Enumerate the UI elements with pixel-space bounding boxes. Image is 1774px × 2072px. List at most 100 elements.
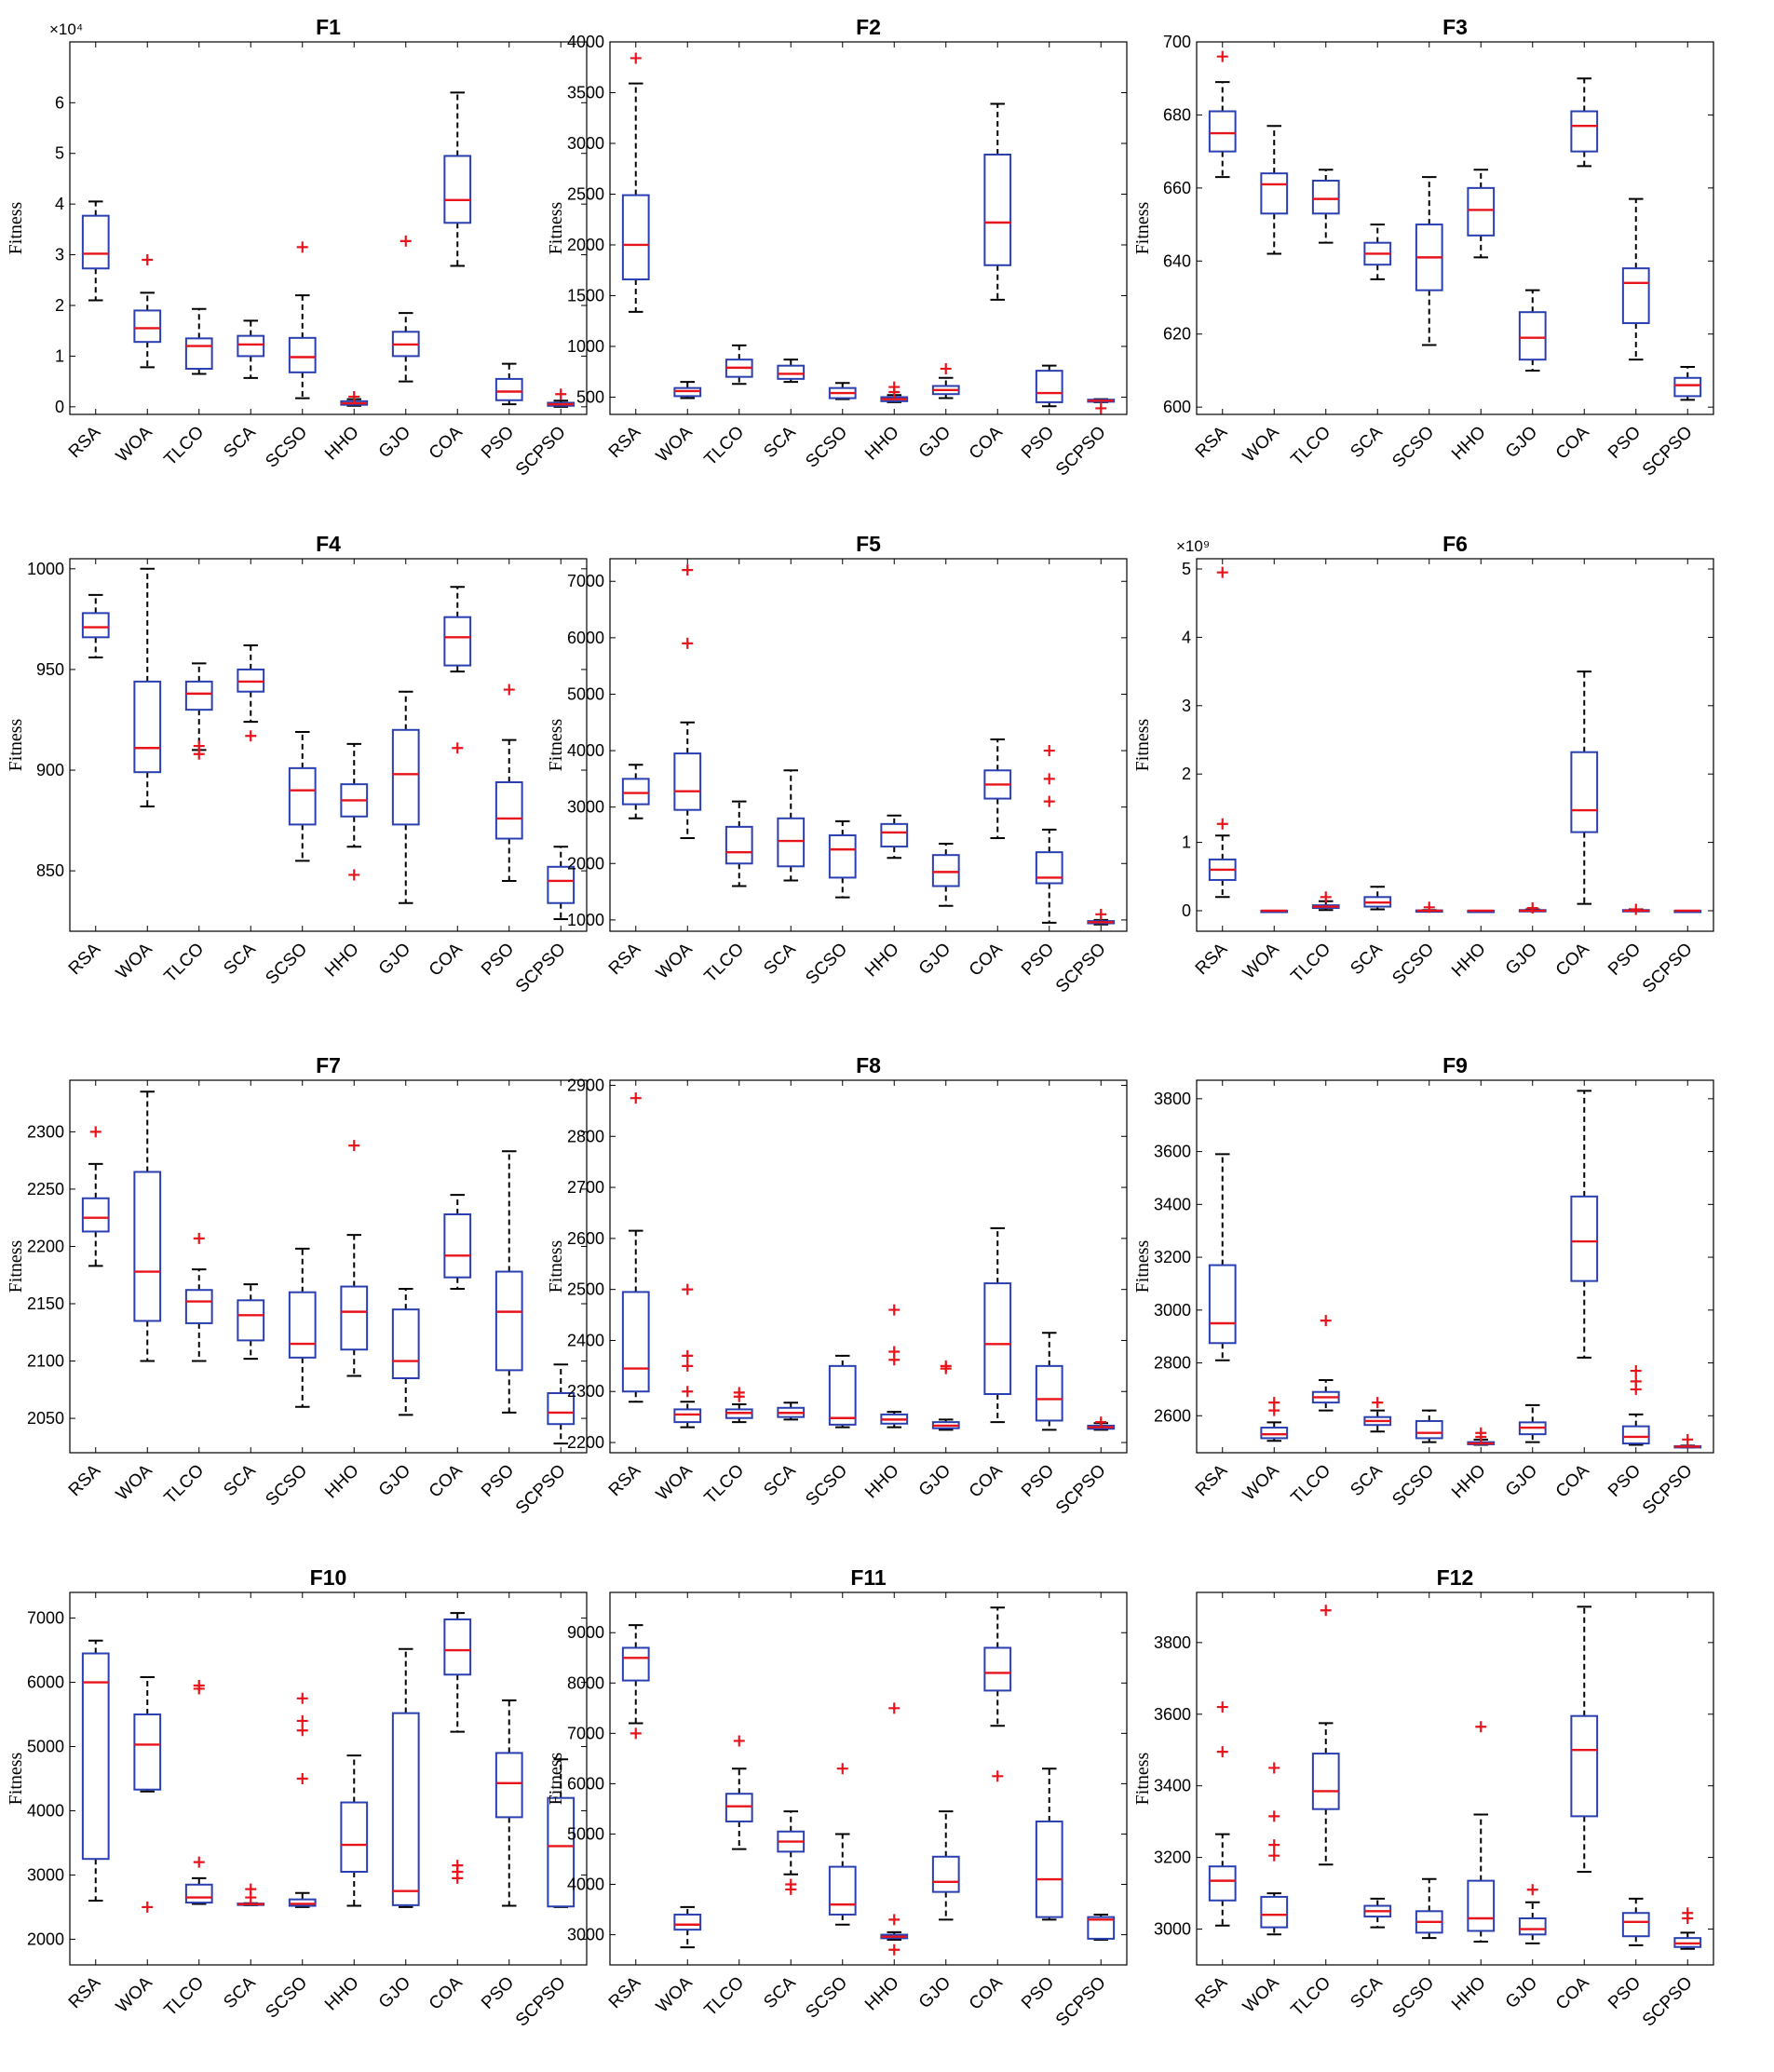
y-tick-label: 3000 (567, 798, 604, 817)
box-iqr (673, 1408, 702, 1424)
x-tick-label: COA (966, 422, 1007, 463)
x-tick-label: COA (426, 422, 467, 463)
box-iqr (673, 752, 702, 811)
x-tick-label: SCSO (262, 940, 311, 989)
box-iqr (391, 1308, 420, 1379)
y-tick-label: 6000 (567, 1774, 604, 1793)
y-tick-label: 3000 (567, 134, 604, 153)
x-tick-label: COA (426, 939, 467, 980)
box-iqr (1260, 172, 1289, 215)
x-tick-label: TLCO (1288, 940, 1335, 987)
box-iqr (983, 153, 1012, 266)
y-tick-label: 1500 (567, 286, 604, 305)
x-tick-label: HHO (1448, 940, 1490, 982)
x-tick-label: PSO (478, 1461, 518, 1501)
x-tick-label: COA (1552, 1460, 1593, 1501)
box-iqr (443, 1618, 472, 1676)
outlier-marker (940, 1360, 952, 1372)
axes-frame (1196, 558, 1714, 932)
x-tick-label: SCSO (802, 423, 851, 472)
y-axis-label: Fitness (546, 1752, 566, 1805)
y-axis-label: Fitness (546, 201, 566, 254)
x-tick-label: SCPSO (512, 1973, 570, 2031)
y-axis-label: Fitness (6, 1752, 26, 1805)
y-tick-label: 3500 (567, 83, 604, 102)
y-tick-label: 620 (1163, 325, 1191, 344)
x-tick-label: SCSO (1388, 1461, 1438, 1510)
y-tick-label: 850 (36, 861, 64, 880)
outlier-marker (630, 52, 642, 64)
box-iqr (1311, 180, 1340, 215)
outlier-marker (348, 1140, 360, 1152)
y-tick-label: 4000 (567, 1876, 604, 1894)
outlier-marker (682, 637, 694, 649)
y-tick-label: 2400 (567, 1331, 604, 1349)
box-iqr (1035, 1364, 1063, 1422)
y-tick-label: 7000 (27, 1609, 64, 1628)
chart-panel-f1: F1 Fitness ×10⁴ 0 1 2 3 4 5 6 RSA WOA TLCO SCA SCSO HHO… (6, 15, 588, 481)
axes-frame (1196, 1079, 1714, 1454)
outlier-marker (1630, 1365, 1642, 1377)
outlier-marker (245, 730, 257, 742)
outlier-marker (888, 1702, 901, 1714)
y-tick-label: 2150 (27, 1294, 64, 1313)
x-tick-label: SCA (1347, 422, 1387, 462)
outlier-marker (296, 241, 308, 253)
axes-frame (609, 41, 1128, 415)
y-tick-label: 3000 (1154, 1301, 1191, 1320)
y-tick-label: 500 (576, 387, 604, 406)
outlier-marker (193, 1680, 205, 1691)
outlier-marker (1630, 903, 1642, 915)
x-tick-label: PSO (478, 423, 518, 463)
outlier-marker (348, 390, 360, 402)
box-iqr (1467, 186, 1496, 237)
outlier-marker (1216, 50, 1228, 62)
y-tick-label: 4000 (27, 1801, 64, 1820)
box-iqr (880, 822, 909, 848)
x-tick-label: PSO (1605, 1973, 1645, 2013)
y-tick-label: 2200 (27, 1237, 64, 1255)
y-tick-label: 5000 (567, 684, 604, 703)
axis-exponent-label: ×10⁹ (1176, 537, 1210, 555)
x-tick-label: WOA (113, 1460, 156, 1504)
x-tick-label: SCPSO (512, 1461, 570, 1519)
x-tick-label: TLCO (1288, 1973, 1335, 2021)
box-iqr (391, 728, 420, 826)
x-tick-label: TLCO (701, 1461, 749, 1509)
x-tick-label: RSA (65, 939, 105, 979)
y-tick-label: 6000 (27, 1673, 64, 1692)
y-tick-label: 1000 (567, 911, 604, 929)
x-tick-label: SCA (220, 422, 260, 462)
x-tick-label: RSA (65, 422, 105, 462)
box-iqr (1208, 1264, 1237, 1345)
y-tick-label: 2300 (27, 1122, 64, 1141)
outlier-marker (193, 1232, 205, 1244)
y-axis-label: Fitness (1132, 1239, 1153, 1293)
outlier-marker (296, 1714, 308, 1727)
y-tick-label: 3200 (1154, 1248, 1191, 1266)
y-tick-label: 3400 (1154, 1195, 1191, 1213)
y-tick-label: 660 (1163, 179, 1191, 197)
box-iqr (1518, 1917, 1547, 1936)
box-iqr (621, 1646, 650, 1682)
x-tick-label: SCSO (1388, 1973, 1438, 2023)
axes-frame (69, 1591, 588, 1966)
box-iqr (133, 680, 162, 774)
outlier-marker (1475, 1427, 1487, 1439)
axes-frame (1196, 41, 1714, 415)
outlier-marker (1320, 891, 1332, 903)
x-tick-label: GJO (375, 1461, 414, 1500)
box-iqr (931, 854, 960, 887)
x-tick-label: RSA (1192, 939, 1232, 979)
x-tick-label: TLCO (701, 940, 749, 987)
x-tick-label: GJO (1502, 1973, 1541, 2012)
y-tick-label: 5000 (567, 1824, 604, 1843)
x-tick-label: GJO (1502, 423, 1541, 462)
x-tick-label: SCPSO (1639, 1973, 1697, 2031)
outlier-marker (888, 1943, 901, 1956)
x-tick-label: HHO (861, 940, 903, 982)
outlier-marker (1216, 818, 1228, 830)
chart-panel-f2: F2 Fitness 500 1000 1500 2000 2500 3000 3500 4000… (546, 15, 1128, 481)
box-iqr (1621, 1912, 1650, 1938)
box-iqr (777, 364, 806, 380)
